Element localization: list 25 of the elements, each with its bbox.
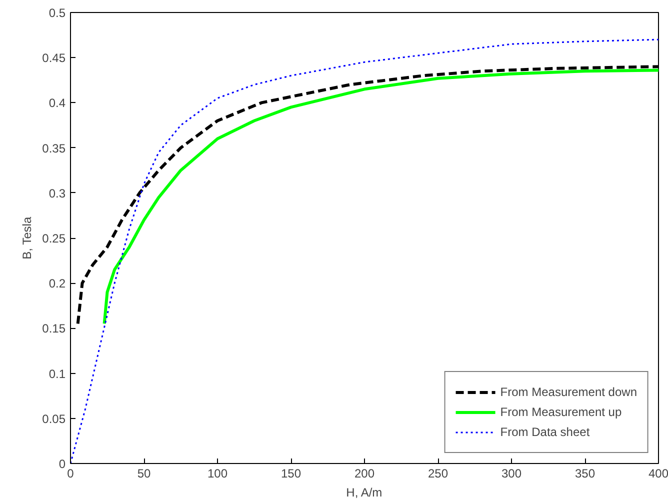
y-tick-label: 0 bbox=[58, 457, 66, 471]
y-axis-title: B, Tesla bbox=[20, 216, 34, 260]
y-tick-label: 0.05 bbox=[42, 412, 66, 426]
legend-label: From Data sheet bbox=[500, 425, 590, 439]
y-tick-label: 0.45 bbox=[42, 51, 66, 66]
x-tick-label: 400 bbox=[648, 466, 668, 480]
legend-label: From Measurement up bbox=[500, 405, 622, 419]
y-tick-label: 0.15 bbox=[42, 322, 66, 336]
x-tick-label: 0 bbox=[67, 466, 74, 480]
y-tick-label: 0.3 bbox=[48, 186, 66, 200]
x-tick-label: 350 bbox=[574, 466, 596, 480]
x-tick-label: 200 bbox=[354, 466, 375, 480]
x-tick-label: 150 bbox=[280, 466, 302, 480]
x-tick-label: 100 bbox=[207, 466, 228, 480]
y-tick-label: 0.1 bbox=[48, 366, 66, 381]
y-tick-label: 0.2 bbox=[48, 276, 66, 291]
x-tick-label: 300 bbox=[501, 466, 522, 480]
y-tick-label: 0.5 bbox=[48, 6, 66, 20]
x-tick-label: 250 bbox=[428, 466, 448, 480]
legend-label: From Measurement down bbox=[500, 385, 637, 399]
y-tick-label: 0.25 bbox=[42, 232, 66, 246]
x-axis-title: H, A/m bbox=[346, 486, 382, 500]
x-tick-label: 50 bbox=[137, 466, 151, 480]
y-tick-label: 0.35 bbox=[42, 141, 66, 156]
y-tick-label: 0.4 bbox=[48, 96, 66, 110]
